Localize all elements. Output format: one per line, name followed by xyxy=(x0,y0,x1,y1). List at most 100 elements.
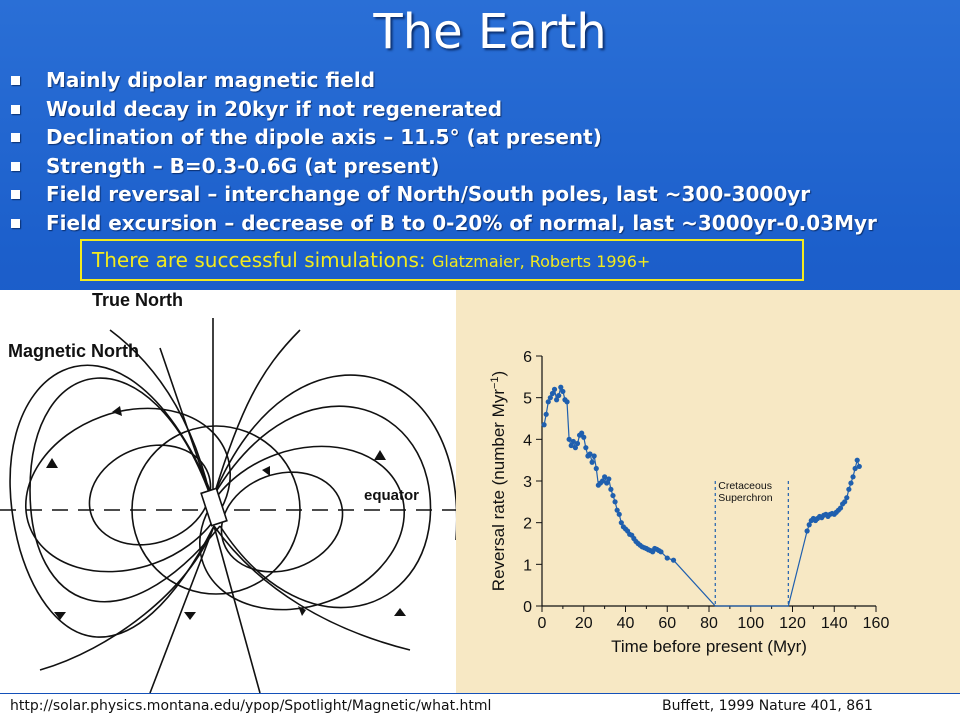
data-point xyxy=(564,399,570,405)
data-point xyxy=(560,388,566,395)
bullet-item: Field reversal – interchange of North/So… xyxy=(8,180,877,209)
square-bullet-icon xyxy=(11,133,20,143)
field-line xyxy=(213,525,261,694)
x-tick-label: 100 xyxy=(737,615,764,632)
x-tick-label: 120 xyxy=(779,615,806,632)
bullet-text: Strength – B=0.3-0.6G (at present) xyxy=(46,153,440,178)
data-point xyxy=(612,499,618,505)
arrowhead-icon xyxy=(298,606,306,616)
data-point xyxy=(556,392,562,399)
data-point xyxy=(587,451,593,457)
bullet-text: Would decay in 20kyr if not regenerated xyxy=(46,96,503,121)
arrowhead-icon xyxy=(112,406,122,416)
data-point xyxy=(549,390,556,397)
data-point xyxy=(593,465,599,472)
data-point xyxy=(856,463,862,470)
y-tick-label: 5 xyxy=(523,391,532,408)
y-axis-label-sup: −1 xyxy=(489,376,501,389)
data-point xyxy=(541,422,547,428)
data-point xyxy=(844,495,850,501)
arrowhead-icon xyxy=(374,450,386,460)
x-tick-label: 160 xyxy=(863,615,890,632)
field-line xyxy=(213,405,432,609)
bullet-item: Field excursion – decrease of B to 0-20%… xyxy=(8,209,877,238)
data-point xyxy=(599,478,606,484)
square-bullet-icon xyxy=(11,76,20,85)
field-line xyxy=(39,525,215,671)
data-point xyxy=(806,522,812,528)
y-tick-label: 1 xyxy=(523,557,532,574)
data-point xyxy=(558,384,564,390)
data-point xyxy=(854,457,860,463)
series-line xyxy=(543,385,860,607)
field-line xyxy=(213,329,301,496)
x-tick-label: 60 xyxy=(658,615,676,632)
data-point xyxy=(579,430,585,436)
data-point xyxy=(610,492,616,499)
data-point xyxy=(837,505,844,511)
bullet-item: Declination of the dipole axis – 11.5° (… xyxy=(8,123,877,152)
field-line xyxy=(149,525,215,694)
field-line xyxy=(29,377,221,603)
square-bullet-icon xyxy=(11,190,20,200)
data-point xyxy=(591,453,597,459)
data-point xyxy=(608,486,614,492)
field-line xyxy=(213,525,411,651)
arrowhead-icon xyxy=(184,612,196,620)
data-point xyxy=(664,555,670,561)
bullet-item: Strength – B=0.3-0.6G (at present) xyxy=(8,152,877,181)
y-tick-label: 2 xyxy=(523,516,532,533)
bullet-text: Declination of the dipole axis – 11.5° (… xyxy=(46,125,602,150)
data-point xyxy=(614,507,620,513)
magnetic-north-label: Magnetic North xyxy=(8,341,139,361)
y-axis-label-main: Reversal rate (number Myr xyxy=(489,389,508,592)
field-loop xyxy=(88,444,212,546)
chart-svg: 0 20 40 60 80 100 120 140 160 0 1 2 3 4 5 6 Cretaceous… xyxy=(489,349,890,656)
arrowhead-icon xyxy=(262,466,270,476)
y-tick-label: 6 xyxy=(523,349,532,366)
data-point xyxy=(604,480,610,486)
bullet-text: Field excursion – decrease of B to 0-20%… xyxy=(46,210,877,235)
bullet-list: Mainly dipolar magnetic field Would deca… xyxy=(8,66,877,238)
x-tick-label: 140 xyxy=(821,615,848,632)
bullet-item: Mainly dipolar magnetic field xyxy=(8,66,877,95)
data-point xyxy=(574,440,581,447)
x-tick-label: 20 xyxy=(575,615,593,632)
dipole-field-svg: True North Magnetic North equator xyxy=(0,290,458,694)
reversal-rate-chart: 0 20 40 60 80 100 120 140 160 0 1 2 3 4 5 6 Cretaceous… xyxy=(456,290,960,693)
slide-title: The Earth xyxy=(373,4,607,60)
simulation-reference: Glatzmaier, Roberts 1996+ xyxy=(431,252,651,271)
arrowhead-icon xyxy=(46,458,58,468)
data-point xyxy=(842,499,848,505)
dipole-magnet xyxy=(200,487,228,527)
y-tick-label: 3 xyxy=(523,474,532,491)
simulation-label: There are successful simulations: xyxy=(92,248,432,272)
footer-bar: http://solar.physics.montana.edu/ypop/Sp… xyxy=(0,694,960,720)
y-tick-label: 4 xyxy=(523,432,532,449)
true-north-label: True North xyxy=(92,290,183,310)
data-point xyxy=(554,397,560,403)
data-point xyxy=(545,399,551,405)
square-bullet-icon xyxy=(11,161,20,171)
square-bullet-icon xyxy=(11,104,20,114)
source-url: http://solar.physics.montana.edu/ypop/Sp… xyxy=(10,698,492,714)
data-point xyxy=(850,474,856,480)
equator-label: equator xyxy=(364,487,419,504)
dipole-field-diagram: True North Magnetic North equator xyxy=(0,290,458,694)
field-loop xyxy=(220,471,344,573)
data-point xyxy=(572,445,578,451)
annotation-label: Cretaceous xyxy=(718,480,772,492)
x-tick-label: 80 xyxy=(700,615,718,632)
data-point xyxy=(852,465,858,472)
field-line xyxy=(213,374,458,541)
citation: Buffett, 1999 Nature 401, 861 xyxy=(662,698,873,714)
data-point xyxy=(606,476,612,482)
data-point xyxy=(543,411,549,417)
field-line xyxy=(9,364,215,638)
y-tick-label: 0 xyxy=(523,599,532,616)
field-line xyxy=(109,329,211,496)
data-point xyxy=(848,480,854,486)
data-point xyxy=(616,511,622,517)
data-point xyxy=(589,459,595,465)
data-point xyxy=(804,528,810,534)
